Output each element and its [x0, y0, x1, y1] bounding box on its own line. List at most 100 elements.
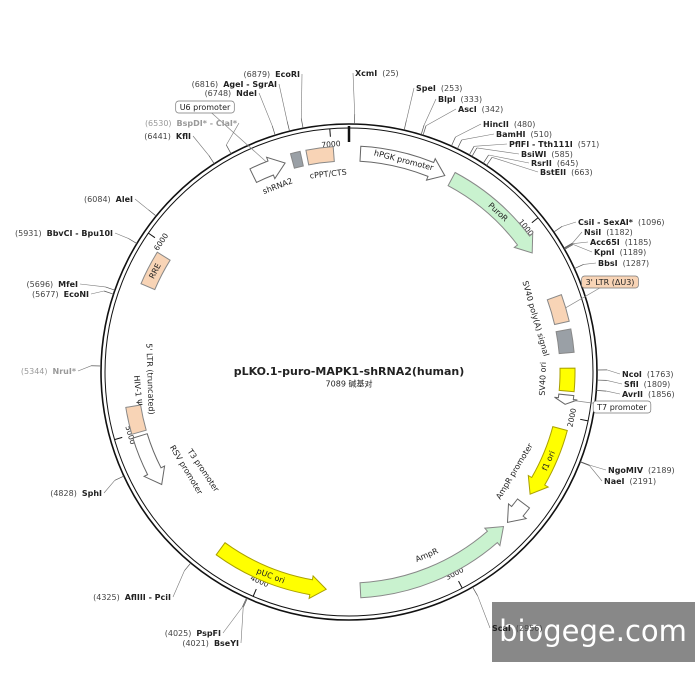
- site-leader: [406, 87, 415, 121]
- feature-label: HIV-1 Ψ: [132, 375, 144, 406]
- site-name: MfeI: [58, 280, 78, 289]
- callout-box: [581, 275, 639, 289]
- site-name: BsiWI: [521, 150, 546, 159]
- site-leader: [606, 380, 623, 385]
- site-leader: [476, 147, 520, 155]
- feature-label: 3' LTR (ΔU3): [586, 278, 635, 287]
- site-name: AvrII: [622, 390, 643, 399]
- site-leader: [222, 606, 243, 634]
- site-pos: (2191): [630, 477, 657, 486]
- feature-label: AmpR: [414, 546, 440, 564]
- site-pos: (4325): [93, 593, 120, 602]
- site-label: Acc65I (1185): [590, 238, 651, 247]
- site-name: EcoRI: [275, 70, 300, 79]
- site-pos: (1096): [638, 218, 665, 227]
- site-name: NgoMIV: [608, 466, 644, 475]
- site-name: BlpI: [438, 95, 456, 104]
- site-tick: [420, 125, 425, 135]
- site-name: BbsI: [598, 259, 618, 268]
- feature-label: T7 promoter: [596, 403, 647, 412]
- site-leader: [572, 231, 583, 244]
- site-leader: [491, 157, 539, 173]
- site-label: ScaI (2956): [492, 624, 543, 633]
- site-leader: [583, 262, 597, 265]
- site-name: CsiI - SexAI*: [578, 218, 634, 227]
- site-name: ScaI: [492, 624, 511, 633]
- site-name: AleI: [116, 195, 133, 204]
- site-tick: [472, 586, 478, 596]
- site-leader: [474, 143, 508, 147]
- site-tick: [486, 157, 493, 166]
- site-leader: [561, 221, 577, 227]
- site-pos: (25): [382, 69, 398, 78]
- scale-tick: [580, 418, 589, 422]
- feature: [305, 146, 335, 166]
- site-pos: (571): [578, 140, 600, 149]
- feature-arrow: [527, 425, 568, 495]
- site-name: XcmI: [355, 69, 377, 78]
- site-label: (6816) AgeI - SgrAI: [192, 80, 277, 89]
- site-name: PflFI - Tth111I: [509, 140, 573, 149]
- site-leader: [240, 607, 244, 644]
- site-pos: (4021): [182, 639, 209, 648]
- scale-label: 6000: [152, 231, 170, 252]
- feature-label: AmpR promoter: [494, 441, 535, 501]
- site-pos: (1182): [606, 228, 633, 237]
- site-label: KpnI (1189): [594, 248, 646, 257]
- site-label: RsrII (645): [531, 159, 578, 168]
- site-tick: [226, 144, 232, 154]
- site-name: KpnI: [594, 248, 615, 257]
- feature-label: U6 promoter: [180, 103, 231, 112]
- site-name: NaeI: [604, 477, 625, 486]
- site-label: XcmI (25): [355, 69, 399, 78]
- site-label: PflFI - Tth111I (571): [509, 140, 599, 149]
- site-name: SpeI: [416, 84, 436, 93]
- site-leader: [90, 290, 105, 295]
- site-tick: [579, 461, 590, 466]
- site-tick: [468, 146, 475, 156]
- site-name: SphI: [82, 489, 102, 498]
- site-label: SfiI (1809): [624, 380, 670, 389]
- site-name: PspFI: [196, 629, 221, 638]
- site-tick: [242, 597, 247, 608]
- site-name: BbvCI - Bpu10I: [47, 229, 113, 238]
- watermark: biogege.com: [499, 614, 687, 648]
- site-label: (5931) BbvCI - Bpu10I: [15, 229, 113, 238]
- site-label: (5677) EcoNI: [32, 290, 89, 299]
- site-leader: [455, 123, 482, 138]
- site-label: AvrII (1856): [622, 390, 675, 399]
- callout-box: [175, 100, 235, 114]
- site-tick: [128, 238, 138, 244]
- site-leader: [461, 133, 495, 141]
- site-name: BamHI: [496, 130, 526, 139]
- site-name: AgeI - SgrAI: [223, 80, 277, 89]
- site-pos: (333): [461, 95, 483, 104]
- site-tick: [564, 244, 574, 250]
- site-leader: [301, 73, 303, 119]
- site-leader: [172, 570, 185, 598]
- site-leader: [192, 135, 210, 156]
- site-pos: (2956): [516, 624, 543, 633]
- site-label: BlpI (333): [438, 95, 482, 104]
- feature-arrow: [359, 525, 505, 599]
- site-tick: [208, 155, 215, 164]
- site-tick: [471, 147, 478, 157]
- map-subtitle: 7089 碱基对: [326, 379, 373, 389]
- feature: [546, 294, 570, 326]
- site-label: SpeI (253): [416, 84, 462, 93]
- site-tick: [286, 121, 290, 132]
- feature-label: SV40 poly(A) signal: [520, 280, 550, 358]
- site-label: NsiI (1182): [584, 228, 633, 237]
- site-leader: [477, 595, 491, 629]
- site-name: NcoI: [622, 370, 642, 379]
- site-leader: [589, 464, 607, 471]
- feature: [558, 367, 576, 393]
- site-pos: (1189): [620, 248, 647, 257]
- site-name: BseYI: [214, 639, 239, 648]
- site-tick: [403, 120, 407, 131]
- feature: [555, 328, 575, 355]
- backbone-outer: [100, 123, 598, 621]
- site-label: HincII (480): [483, 120, 535, 129]
- site-tick: [580, 461, 590, 466]
